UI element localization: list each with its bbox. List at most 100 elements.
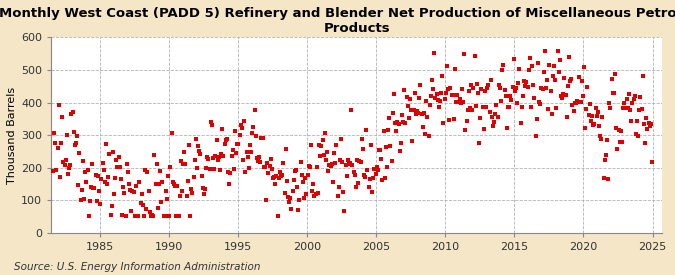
Point bbox=[459, 51, 470, 56]
Point bbox=[91, 199, 102, 203]
Point bbox=[634, 108, 645, 112]
Point bbox=[278, 161, 289, 166]
Point bbox=[344, 162, 354, 166]
Point bbox=[308, 182, 319, 186]
Point bbox=[239, 119, 250, 123]
Point bbox=[381, 165, 392, 169]
Point bbox=[63, 171, 74, 176]
Point bbox=[127, 189, 138, 193]
Point bbox=[450, 67, 460, 71]
Point bbox=[378, 129, 389, 133]
Point bbox=[99, 180, 110, 184]
Point bbox=[566, 76, 576, 81]
Point bbox=[81, 180, 92, 184]
Point bbox=[186, 187, 196, 191]
Point bbox=[601, 138, 612, 142]
Point bbox=[325, 163, 336, 168]
Point bbox=[315, 154, 325, 158]
Point bbox=[399, 88, 410, 93]
Point bbox=[288, 178, 299, 182]
Point bbox=[163, 173, 173, 178]
Point bbox=[327, 180, 338, 184]
Point bbox=[154, 182, 165, 186]
Point bbox=[612, 147, 623, 152]
Point bbox=[412, 108, 423, 113]
Point bbox=[262, 161, 273, 166]
Point bbox=[48, 168, 59, 173]
Point bbox=[285, 196, 296, 200]
Point bbox=[161, 188, 171, 193]
Point bbox=[361, 128, 372, 132]
Point bbox=[456, 100, 466, 105]
Point bbox=[118, 184, 129, 189]
Point bbox=[94, 189, 105, 193]
Point bbox=[379, 175, 390, 180]
Point bbox=[396, 141, 406, 145]
Point bbox=[389, 92, 400, 96]
Point bbox=[217, 127, 227, 132]
Point bbox=[596, 137, 607, 141]
Point bbox=[302, 173, 313, 178]
Point bbox=[585, 102, 595, 106]
Point bbox=[445, 86, 456, 91]
Point bbox=[632, 119, 643, 123]
Point bbox=[254, 155, 265, 159]
Point bbox=[73, 183, 84, 188]
Point bbox=[159, 214, 170, 218]
Point bbox=[102, 182, 113, 186]
Point bbox=[541, 86, 551, 90]
Point bbox=[172, 184, 183, 188]
Point bbox=[177, 188, 188, 193]
Point bbox=[565, 79, 576, 83]
Point bbox=[591, 113, 602, 118]
Point bbox=[546, 112, 557, 116]
Point bbox=[538, 69, 549, 74]
Point bbox=[588, 123, 599, 127]
Point bbox=[624, 92, 634, 96]
Point bbox=[241, 150, 252, 154]
Point bbox=[99, 168, 109, 172]
Point bbox=[252, 156, 263, 160]
Point bbox=[264, 164, 275, 168]
Point bbox=[365, 143, 376, 147]
Point bbox=[68, 109, 78, 114]
Point bbox=[267, 176, 278, 180]
Point bbox=[550, 78, 561, 82]
Point bbox=[611, 126, 622, 130]
Point bbox=[441, 64, 452, 68]
Point bbox=[220, 137, 231, 142]
Point bbox=[526, 64, 537, 68]
Point bbox=[309, 193, 320, 198]
Point bbox=[495, 98, 506, 103]
Point bbox=[340, 163, 351, 167]
Point bbox=[645, 122, 656, 126]
Point bbox=[531, 116, 542, 121]
Point bbox=[347, 163, 358, 167]
Point bbox=[466, 82, 477, 87]
Point bbox=[619, 101, 630, 105]
Point bbox=[531, 134, 541, 138]
Point bbox=[173, 214, 184, 218]
Point bbox=[384, 116, 395, 120]
Point bbox=[524, 56, 535, 60]
Point bbox=[462, 108, 473, 112]
Point bbox=[279, 190, 290, 195]
Point bbox=[122, 170, 133, 174]
Point bbox=[564, 54, 574, 59]
Point bbox=[149, 152, 160, 157]
Point bbox=[436, 91, 447, 95]
Point bbox=[146, 213, 157, 218]
Point bbox=[348, 169, 359, 174]
Point bbox=[306, 188, 317, 193]
Point bbox=[196, 174, 207, 178]
Point bbox=[50, 141, 61, 145]
Point bbox=[406, 108, 416, 112]
Point bbox=[529, 95, 540, 100]
Point bbox=[487, 124, 498, 129]
Point bbox=[148, 214, 159, 218]
Point bbox=[259, 164, 270, 169]
Point bbox=[120, 214, 131, 218]
Point bbox=[111, 158, 122, 162]
Point bbox=[391, 129, 402, 134]
Point bbox=[197, 186, 208, 191]
